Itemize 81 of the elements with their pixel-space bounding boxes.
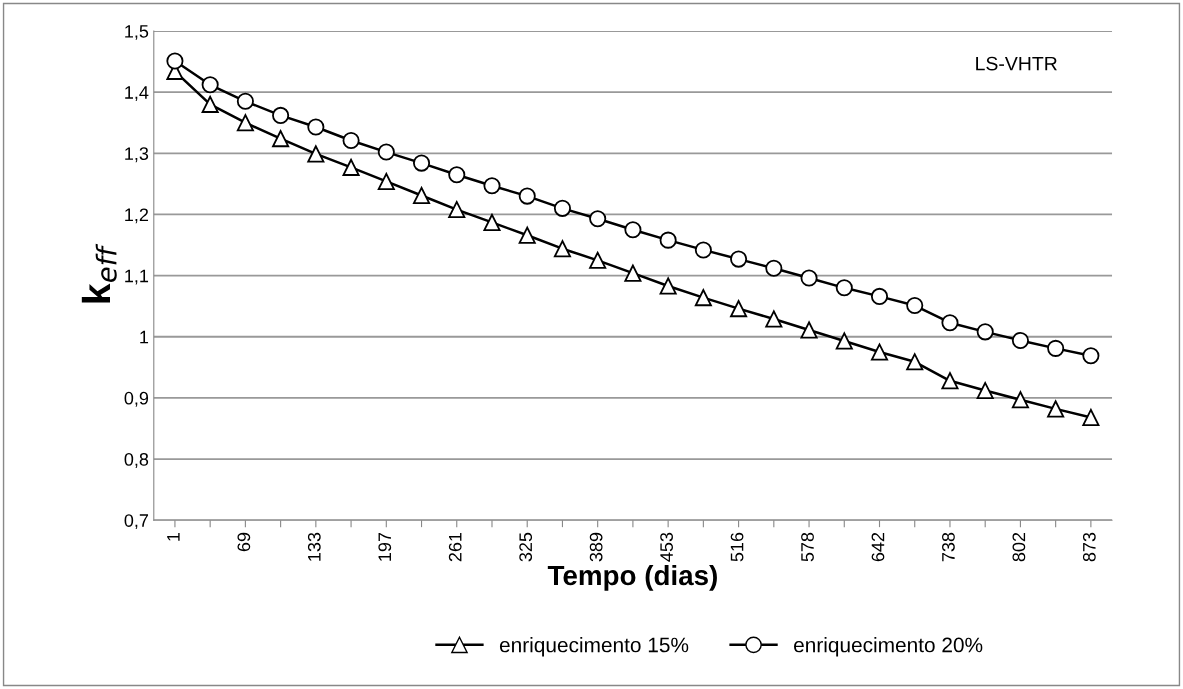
y-tick-label: 1 bbox=[140, 330, 149, 344]
point bbox=[589, 210, 607, 228]
point bbox=[377, 172, 395, 190]
x-tick-label: 389 bbox=[589, 532, 603, 562]
point bbox=[166, 52, 184, 70]
point bbox=[835, 332, 853, 350]
y-tick-label: 0,9 bbox=[124, 391, 149, 407]
point bbox=[307, 145, 325, 163]
legend-label: enriquecimento 20% bbox=[794, 637, 983, 657]
point bbox=[1011, 331, 1029, 349]
point bbox=[1082, 408, 1100, 427]
point bbox=[659, 277, 677, 295]
point bbox=[1047, 339, 1065, 357]
point bbox=[906, 353, 924, 371]
y-axis-title: k$_{eff}$ bbox=[81, 243, 117, 303]
point bbox=[976, 382, 994, 400]
point bbox=[730, 250, 748, 268]
x-tick-label: 133 bbox=[307, 532, 321, 561]
y-tick-label: 1,1 bbox=[125, 269, 149, 285]
point bbox=[624, 264, 642, 282]
point bbox=[694, 241, 712, 259]
point bbox=[976, 323, 994, 341]
point bbox=[201, 76, 219, 94]
point bbox=[412, 186, 431, 205]
y-tick-label: 0,7 bbox=[124, 514, 149, 530]
x-axis-title: Tempo (dias) bbox=[547, 564, 717, 591]
y-tick-label: 1,5 bbox=[125, 25, 149, 40]
point bbox=[800, 321, 818, 339]
point bbox=[765, 259, 783, 277]
point bbox=[342, 158, 360, 176]
point bbox=[377, 143, 395, 161]
point bbox=[553, 240, 571, 258]
x-tick-label: 453 bbox=[660, 532, 673, 562]
legend-label: enriquecimento 15% bbox=[499, 637, 689, 657]
point bbox=[272, 106, 290, 124]
point bbox=[1011, 391, 1029, 409]
point bbox=[553, 199, 571, 217]
point bbox=[624, 221, 642, 239]
x-tick-label: 578 bbox=[801, 532, 814, 562]
x-tick-label: 1 bbox=[167, 532, 180, 541]
point bbox=[236, 92, 254, 110]
point bbox=[730, 300, 748, 318]
point bbox=[448, 201, 466, 219]
x-tick-label: 69 bbox=[237, 532, 251, 552]
point bbox=[483, 213, 501, 231]
x-tick-label: 197 bbox=[378, 532, 392, 561]
point bbox=[1047, 400, 1065, 418]
point bbox=[765, 310, 783, 328]
x-tick-label: 261 bbox=[448, 532, 462, 562]
point bbox=[870, 287, 889, 305]
point bbox=[941, 372, 959, 390]
point bbox=[483, 177, 501, 195]
point bbox=[870, 343, 889, 361]
x-tick-label: 873 bbox=[1082, 532, 1096, 562]
annotation: LS-VHTR bbox=[976, 56, 1057, 71]
point bbox=[236, 114, 254, 132]
y-tick-label: 1,2 bbox=[125, 208, 149, 224]
point bbox=[906, 297, 924, 315]
point bbox=[1082, 347, 1100, 365]
x-tick-label: 738 bbox=[942, 532, 955, 562]
point bbox=[201, 95, 219, 113]
y-tick-label: 1,4 bbox=[125, 86, 149, 102]
point bbox=[342, 131, 360, 150]
point bbox=[835, 279, 853, 297]
point bbox=[589, 251, 607, 269]
point bbox=[659, 231, 677, 249]
x-tick-label: 802 bbox=[1012, 532, 1026, 562]
point bbox=[272, 130, 290, 148]
point bbox=[518, 226, 536, 244]
point bbox=[307, 118, 325, 136]
point bbox=[412, 154, 431, 172]
y-tick-label: 1,3 bbox=[125, 147, 149, 163]
point bbox=[800, 269, 818, 287]
point bbox=[941, 314, 959, 332]
point bbox=[694, 289, 712, 307]
x-tick-label: 516 bbox=[730, 532, 744, 562]
x-tick-label: 325 bbox=[519, 532, 533, 562]
point bbox=[518, 187, 536, 205]
y-tick-label: 0,8 bbox=[124, 452, 149, 468]
point bbox=[448, 166, 466, 184]
x-tick-label: 642 bbox=[871, 532, 885, 562]
